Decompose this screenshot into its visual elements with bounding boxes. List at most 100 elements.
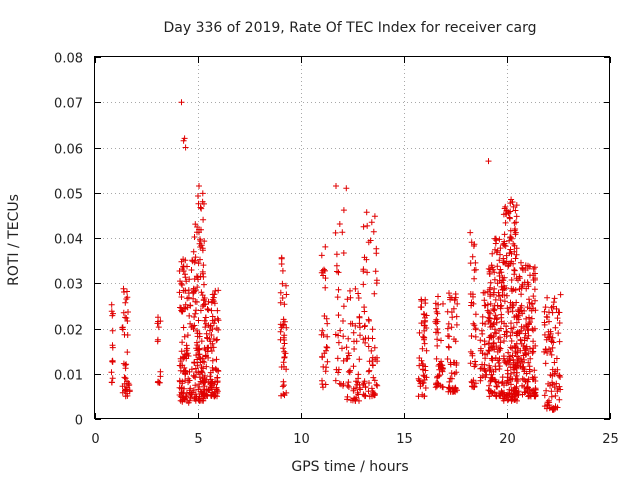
data-point [213,356,220,363]
data-point [334,355,341,362]
data-point [192,374,199,381]
data-point [522,330,529,337]
data-point [541,348,548,355]
data-point [525,393,532,400]
data-point [370,374,377,381]
y-tick-label: 0.07 [54,97,83,112]
data-point [546,318,552,325]
data-point [519,265,526,272]
data-point [195,193,201,199]
data-point [209,378,216,385]
data-point [109,327,116,334]
data-point [521,279,528,286]
data-point [481,289,488,296]
data-point [356,320,363,327]
data-point [350,363,357,370]
data-point [339,345,345,352]
data-point [520,343,527,349]
data-point [547,372,554,378]
data-point [340,318,346,324]
data-point [281,354,288,361]
data-point [491,276,498,283]
data-point [477,377,484,384]
data-point [368,347,375,354]
data-point [530,277,537,283]
data-point [502,203,509,210]
data-point [507,344,514,351]
data-point [523,285,530,292]
data-point [552,392,559,399]
data-point [209,340,216,347]
data-point [122,299,129,306]
data-point [492,240,499,247]
data-point [156,379,163,386]
data-point [373,381,380,388]
data-point [498,311,505,318]
data-point [530,338,537,345]
data-point [205,298,212,305]
data-point [513,319,520,326]
data-point [497,305,504,312]
data-point [421,327,428,334]
y-axis-title: ROTI / TECUs [6,194,22,286]
data-point [195,386,202,393]
data-point [366,358,373,365]
data-point [344,296,351,303]
data-point [202,324,209,331]
data-point [523,315,530,322]
data-point [354,379,361,386]
data-point [422,314,428,321]
data-point [366,393,373,400]
data-point [321,350,328,357]
data-point [179,390,185,397]
data-point [529,301,536,308]
data-point [516,273,523,280]
data-point [434,336,441,343]
data-point [447,296,454,303]
data-point [516,360,522,366]
x-tick-label: 5 [194,432,202,447]
data-point [365,316,372,323]
data-point [508,338,515,344]
data-point [486,393,493,400]
data-point [488,390,494,397]
data-point [496,236,503,243]
data-point [552,403,559,410]
data-point [361,392,368,399]
data-point [548,393,555,400]
data-point [124,318,131,324]
data-point [488,262,495,269]
data-point [210,391,216,398]
data-point [528,315,535,322]
y-tick-label: 0.02 [54,324,83,339]
data-point [321,313,328,319]
data-point [497,266,504,273]
data-point [512,229,519,236]
data-point [370,391,377,398]
data-point [374,382,381,389]
data-point [503,333,510,340]
data-point [444,356,451,362]
data-point [366,380,372,386]
data-point [497,325,504,332]
data-point [446,290,452,297]
data-point [214,307,221,314]
data-point [545,397,552,404]
data-point [501,274,508,281]
data-point [343,356,350,363]
data-point [180,263,187,270]
data-point [518,291,525,298]
data-point [481,297,488,304]
data-point [433,355,440,362]
data-point [191,360,198,366]
data-point [451,370,458,377]
data-point [279,280,286,287]
data-point [495,379,502,386]
data-point [472,333,479,340]
data-point [191,234,198,240]
data-point [448,324,455,331]
data-point [194,342,201,348]
data-point [423,347,430,354]
data-point [203,320,209,327]
data-point [178,258,185,265]
